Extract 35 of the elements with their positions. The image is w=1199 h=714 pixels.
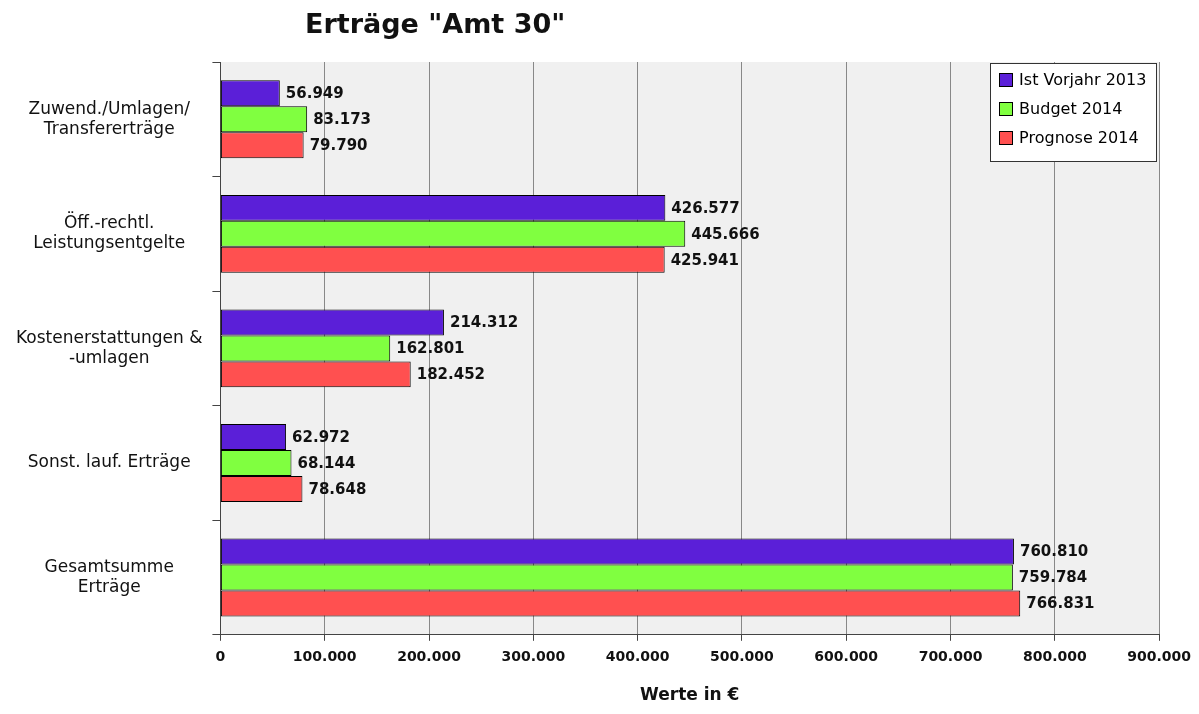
x-tick-label: 400.000 [605, 647, 670, 664]
x-axis-title: Werte in € [640, 684, 740, 705]
data-label: 83.173 [313, 110, 372, 129]
chart-title: Erträge "Amt 30" [305, 8, 566, 39]
x-tick-label: 800.000 [1022, 647, 1087, 664]
data-label: 162.801 [396, 339, 465, 358]
legend-label: Budget 2014 [1019, 99, 1123, 118]
data-label: 56.949 [285, 84, 344, 103]
data-label: 182.452 [416, 365, 486, 384]
data-label: 68.144 [297, 453, 356, 472]
y-tick-label: Gesamtsumme Erträge [44, 555, 174, 597]
data-label: 766.831 [1026, 594, 1095, 613]
x-tick-label: 600.000 [814, 647, 879, 664]
y-tick-label: Kostenerstattungen & -umlagen [15, 326, 203, 368]
data-label: 214.312 [449, 313, 519, 332]
legend-label: Ist Vorjahr 2013 [1019, 70, 1147, 89]
data-label: 79.790 [309, 136, 368, 155]
x-tick-label: 300.000 [501, 647, 566, 664]
data-label: 426.577 [671, 198, 740, 217]
y-tick-label: Zuwend./Umlagen/ Transfererträge [28, 97, 191, 138]
x-tick-label: 500.000 [710, 647, 775, 664]
x-tick-label: 700.000 [918, 647, 983, 664]
legend-label: Prognose 2014 [1019, 128, 1139, 147]
data-label: 445.666 [691, 224, 760, 243]
data-label: 760.810 [1019, 542, 1089, 561]
x-tick-label: 0 [215, 647, 226, 664]
x-tick-label: 200.000 [397, 647, 462, 664]
y-tick-label: Sonst. lauf. Erträge [27, 451, 191, 472]
data-label: 62.972 [292, 427, 350, 446]
data-label: 759.784 [1018, 568, 1088, 587]
x-tick-label: 900.000 [1127, 647, 1192, 664]
y-tick-label: Öff.-rechtl. Leistungsentgelte [33, 211, 186, 253]
x-tick-label: 100.000 [292, 647, 357, 664]
data-label: 78.648 [308, 479, 367, 498]
data-label: 425.941 [670, 250, 739, 269]
